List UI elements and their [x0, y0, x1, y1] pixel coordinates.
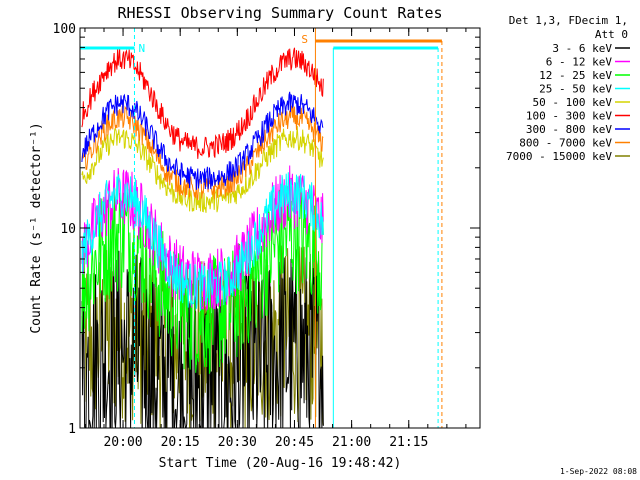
legend-label: 50 - 100 keV: [533, 96, 613, 109]
series-line: [81, 91, 324, 190]
legend-label: 6 - 12 keV: [546, 56, 613, 69]
x-axis-label: Start Time (20-Aug-16 19:48:42): [159, 456, 402, 471]
saa-marker-label: S: [301, 33, 308, 46]
legend-label: 300 - 800 keV: [526, 123, 612, 136]
night-marker-label: N: [138, 42, 145, 55]
series-line: [81, 47, 324, 159]
x-tick-label: 20:45: [275, 435, 314, 450]
y-axis-label: Count Rate (s⁻¹ detector⁻¹): [29, 122, 44, 333]
x-tick-label: 20:00: [103, 435, 142, 450]
orbit-markers: NS: [80, 28, 443, 428]
legend-label: 3 - 6 keV: [552, 42, 612, 55]
y-tick-label: 100: [53, 22, 76, 37]
series-line: [81, 172, 324, 311]
x-tick-label: 20:15: [161, 435, 200, 450]
y-tick-label: 1: [68, 422, 76, 437]
legend-label: 7000 - 15000 keV: [506, 150, 612, 163]
x-tick-label: 20:30: [218, 435, 257, 450]
axes: 20:00 20:15 20:30 20:45 21:00 21:15 1 10 100: [53, 22, 480, 450]
legend-title-line-2: Att 0: [595, 28, 628, 41]
series-line: [81, 125, 324, 213]
legend-label: 12 - 25 keV: [539, 69, 612, 82]
series-line: [81, 182, 324, 374]
timestamp: 1-Sep-2022 08:08: [560, 467, 637, 476]
legend-title-line-1: Det 1,3, FDecim 1,: [509, 14, 628, 27]
x-tick-label: 21:15: [389, 435, 428, 450]
legend-label: 800 - 7000 keV: [519, 137, 612, 150]
legend-label: 25 - 50 keV: [539, 83, 612, 96]
x-tick-label: 21:00: [332, 435, 371, 450]
y-tick-label: 10: [60, 222, 76, 237]
legend-label: 100 - 300 keV: [526, 110, 612, 123]
chart-title: RHESSI Observing Summary Count Rates: [117, 4, 442, 22]
series-line: [81, 104, 324, 201]
plot-lines: [81, 47, 324, 429]
